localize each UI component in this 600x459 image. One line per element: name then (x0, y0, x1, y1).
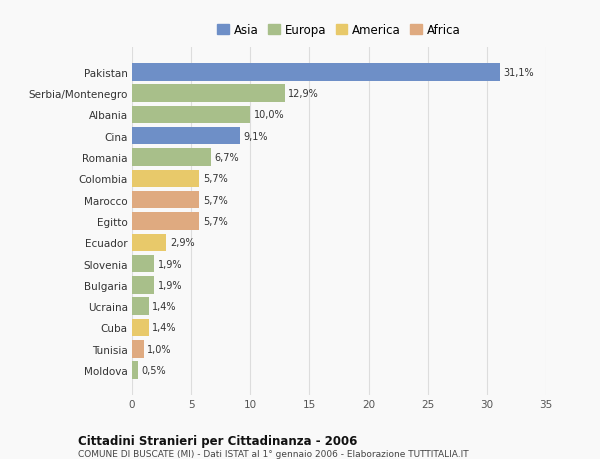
Text: 1,9%: 1,9% (158, 280, 182, 290)
Text: 1,4%: 1,4% (152, 323, 176, 333)
Text: 2,9%: 2,9% (170, 238, 194, 248)
Text: 1,9%: 1,9% (158, 259, 182, 269)
Text: 10,0%: 10,0% (254, 110, 284, 120)
Bar (132, 149, 211, 167)
Bar (132, 106, 250, 124)
Bar (132, 64, 500, 81)
Text: 1,0%: 1,0% (148, 344, 172, 354)
Bar (132, 234, 166, 252)
Bar (132, 362, 138, 379)
Text: Cittadini Stranieri per Cittadinanza - 2006: Cittadini Stranieri per Cittadinanza - 2… (78, 434, 358, 447)
Text: 0,5%: 0,5% (142, 365, 166, 375)
Bar (132, 170, 199, 188)
Bar (132, 340, 144, 358)
Text: 5,7%: 5,7% (203, 217, 228, 226)
Legend: Asia, Europa, America, Africa: Asia, Europa, America, Africa (212, 19, 466, 42)
Text: 31,1%: 31,1% (503, 67, 534, 78)
Text: 9,1%: 9,1% (243, 131, 268, 141)
Text: 12,9%: 12,9% (288, 89, 319, 99)
Bar (132, 213, 199, 230)
Bar (132, 191, 199, 209)
Bar (132, 298, 149, 315)
Text: 1,4%: 1,4% (152, 302, 176, 312)
Bar (132, 276, 154, 294)
Bar (132, 255, 154, 273)
Text: 5,7%: 5,7% (203, 195, 228, 205)
Text: 5,7%: 5,7% (203, 174, 228, 184)
Bar (132, 319, 149, 336)
Text: 6,7%: 6,7% (215, 153, 239, 162)
Text: COMUNE DI BUSCATE (MI) - Dati ISTAT al 1° gennaio 2006 - Elaborazione TUTTITALIA: COMUNE DI BUSCATE (MI) - Dati ISTAT al 1… (78, 449, 469, 458)
Bar (132, 128, 239, 145)
Bar (132, 85, 284, 103)
